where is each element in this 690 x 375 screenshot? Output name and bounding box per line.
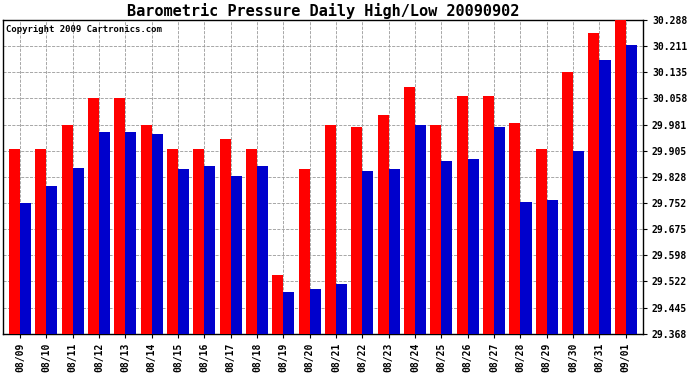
Bar: [457, 96, 468, 334]
Bar: [178, 170, 189, 334]
Bar: [310, 289, 321, 334]
Bar: [230, 176, 241, 334]
Bar: [404, 87, 415, 334]
Bar: [99, 132, 110, 334]
Bar: [351, 127, 362, 334]
Bar: [562, 72, 573, 334]
Bar: [615, 19, 626, 334]
Bar: [325, 125, 336, 334]
Bar: [483, 96, 494, 334]
Bar: [546, 200, 558, 334]
Bar: [299, 170, 310, 334]
Bar: [415, 125, 426, 334]
Bar: [204, 166, 215, 334]
Bar: [219, 139, 230, 334]
Bar: [9, 149, 20, 334]
Bar: [167, 149, 178, 334]
Bar: [61, 125, 72, 334]
Bar: [442, 161, 453, 334]
Bar: [362, 171, 373, 334]
Bar: [126, 132, 137, 334]
Bar: [388, 170, 400, 334]
Bar: [573, 151, 584, 334]
Bar: [494, 127, 505, 334]
Bar: [193, 149, 204, 334]
Bar: [257, 166, 268, 334]
Bar: [246, 149, 257, 334]
Bar: [600, 60, 611, 334]
Bar: [626, 45, 637, 334]
Bar: [20, 204, 31, 334]
Title: Barometric Pressure Daily High/Low 20090902: Barometric Pressure Daily High/Low 20090…: [127, 3, 519, 19]
Text: Copyright 2009 Cartronics.com: Copyright 2009 Cartronics.com: [6, 25, 162, 34]
Bar: [88, 98, 99, 334]
Bar: [336, 284, 347, 334]
Bar: [589, 33, 600, 334]
Bar: [509, 123, 520, 334]
Bar: [72, 168, 83, 334]
Bar: [273, 275, 284, 334]
Bar: [520, 202, 531, 334]
Bar: [535, 149, 546, 334]
Bar: [377, 115, 388, 334]
Bar: [284, 292, 295, 334]
Bar: [431, 125, 442, 334]
Bar: [115, 98, 126, 334]
Bar: [46, 186, 57, 334]
Bar: [468, 159, 479, 334]
Bar: [35, 149, 46, 334]
Bar: [152, 134, 163, 334]
Bar: [141, 125, 152, 334]
